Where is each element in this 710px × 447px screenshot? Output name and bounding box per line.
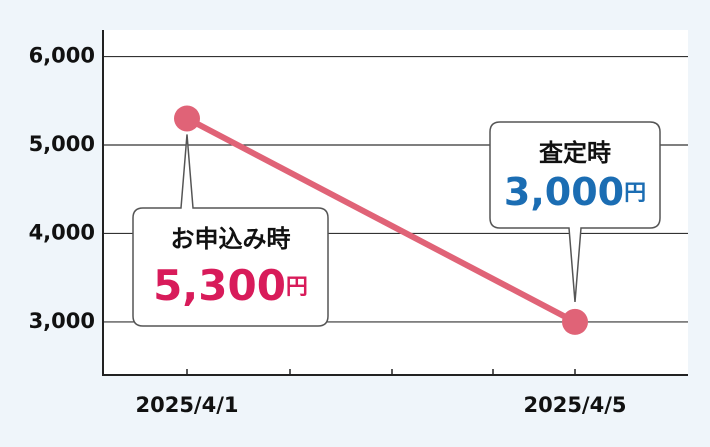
x-tick-label: 2025/4/5 — [523, 393, 626, 417]
point — [174, 105, 200, 132]
x-tick-label: 2025/4/1 — [135, 393, 238, 417]
y-tick-label: 5,000 — [29, 132, 95, 156]
value-label: 5,300 — [153, 261, 286, 310]
value-unit: 円 — [286, 275, 308, 300]
callout-value: 3,000円 — [504, 170, 646, 214]
callout-title: お申込み時 — [171, 225, 291, 253]
callout-value: 5,300円 — [153, 261, 308, 310]
y-tick-label: 4,000 — [29, 220, 95, 244]
value-label: 3,000 — [504, 170, 624, 214]
callout — [132, 134, 329, 327]
callout-title: 査定時 — [539, 139, 611, 167]
point — [562, 308, 588, 335]
callout — [489, 121, 661, 302]
y-tick-label: 6,000 — [29, 44, 95, 68]
value-unit: 円 — [624, 181, 646, 206]
y-tick-label: 3,000 — [29, 309, 95, 333]
line — [185, 115, 577, 325]
